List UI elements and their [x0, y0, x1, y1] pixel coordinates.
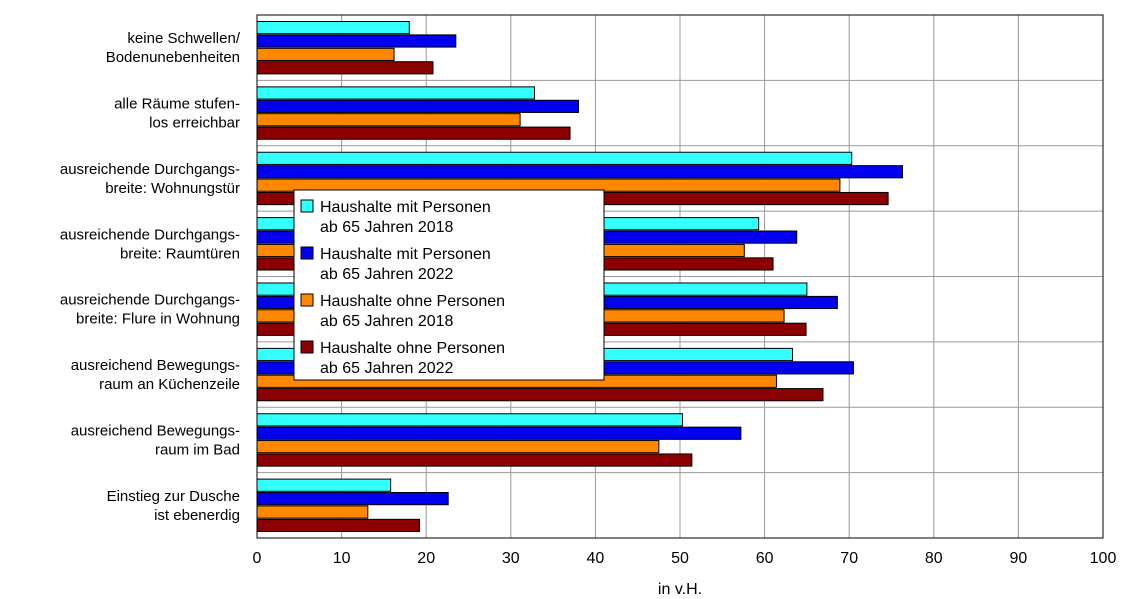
legend-label: Haushalte mit Personen — [320, 246, 491, 263]
bar-1-series-1 — [256, 20, 410, 35]
category-label: keine Schwellen/ — [127, 30, 240, 47]
bar-6-series-4 — [256, 388, 824, 402]
legend-label: Haushalte ohne Personen — [320, 340, 505, 357]
x-tick-label: 60 — [756, 550, 774, 567]
category-label: ausreichende Durchgangs- — [60, 226, 240, 243]
category-label: breite: Flure in Wohnung — [76, 311, 240, 328]
category-label: los erreichbar — [149, 115, 240, 132]
x-tick-label: 0 — [253, 550, 262, 567]
legend-swatch — [300, 293, 314, 307]
legend-label: ab 65 Jahren 2018 — [320, 219, 454, 236]
bar-1-series-4 — [256, 61, 434, 75]
bar-8-series-3 — [256, 505, 369, 519]
x-tick-label: 80 — [925, 550, 943, 567]
category-label: Bodenunebenheiten — [106, 49, 240, 66]
bar-7-series-3 — [256, 440, 660, 454]
legend-swatch — [300, 340, 314, 354]
bar-8-series-4 — [256, 518, 420, 533]
legend-label: Haushalte mit Personen — [320, 199, 491, 216]
bar-8-series-1 — [256, 478, 392, 492]
legend-label: ab 65 Jahren 2018 — [320, 313, 454, 330]
x-tick-label: 20 — [417, 550, 435, 567]
x-tick-label: 100 — [1090, 550, 1117, 567]
legend-label: ab 65 Jahren 2022 — [320, 360, 454, 377]
bar-8-series-2 — [256, 492, 449, 506]
legend-box — [293, 189, 605, 381]
legend-label: ab 65 Jahren 2022 — [320, 266, 454, 283]
category-label: raum im Bad — [155, 441, 240, 458]
bar-2-series-1 — [256, 86, 535, 100]
bar-2-series-3 — [256, 113, 521, 127]
bar-1-series-3 — [256, 47, 395, 61]
x-tick-label: 10 — [333, 550, 351, 567]
bar-2-series-4 — [256, 126, 571, 140]
bar-1-series-2 — [256, 34, 457, 48]
bar-3-series-2 — [256, 165, 903, 179]
x-axis-title: in v.H. — [658, 581, 702, 598]
bar-3-series-3 — [256, 178, 841, 192]
category-label: raum an Küchenzeile — [99, 376, 240, 393]
legend-swatch — [300, 246, 314, 260]
bar-7-series-4 — [256, 453, 693, 467]
category-label: ausreichende Durchgangs- — [60, 161, 240, 178]
category-label: breite: Wohnungstür — [105, 180, 240, 197]
x-tick-label: 30 — [502, 550, 520, 567]
legend: Haushalte mit Personen ab 65 Jahren 2018 H… — [293, 189, 605, 381]
category-labels: keine Schwellen/Bodenunebenheiten alle Rä… — [60, 30, 241, 524]
category-label: ausreichend Bewegungs- — [71, 357, 240, 374]
bar-7-series-1 — [256, 413, 684, 427]
category-label: Einstieg zur Dusche — [107, 488, 240, 505]
legend-swatch — [300, 199, 314, 213]
x-tick-label: 70 — [840, 550, 858, 567]
x-tick-label: 40 — [587, 550, 605, 567]
bar-3-series-1 — [256, 151, 853, 165]
x-tick-label: 50 — [671, 550, 689, 567]
plot-area-frame — [256, 14, 1104, 539]
bar-7-series-2 — [256, 426, 742, 440]
x-tick-labels: 0 10 20 30 40 50 60 70 80 90 100 — [253, 550, 1117, 567]
x-tick-label: 90 — [1010, 550, 1028, 567]
category-label: breite: Raumtüren — [120, 245, 240, 262]
category-label: ist ebenerdig — [154, 507, 240, 524]
category-label: alle Räume stufen- — [114, 96, 240, 113]
legend-label: Haushalte ohne Personen — [320, 293, 505, 310]
category-label: ausreichend Bewegungs- — [71, 422, 240, 439]
category-label: ausreichende Durchgangs- — [60, 292, 240, 309]
bar-2-series-2 — [256, 99, 579, 113]
